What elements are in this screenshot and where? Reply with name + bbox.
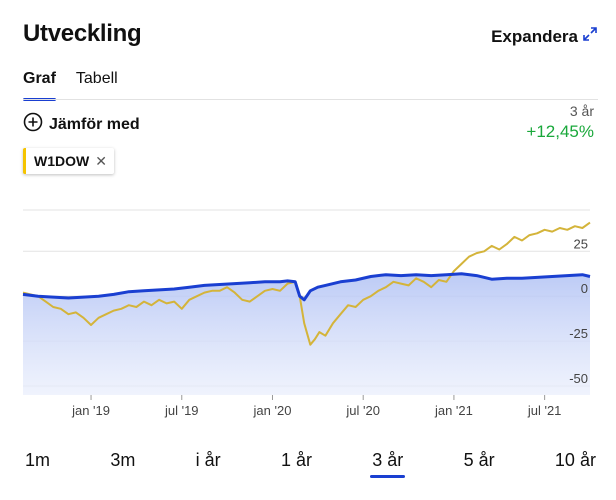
range-selector: 1m 3m i år 1 år 3 år 5 år 10 år <box>23 450 598 478</box>
expand-icon <box>582 26 598 47</box>
expand-button[interactable]: Expandera <box>491 26 598 47</box>
range-1m[interactable]: 1m <box>25 450 51 470</box>
tab-tabell[interactable]: Tabell <box>75 70 118 87</box>
expand-label: Expandera <box>491 26 578 46</box>
tab-graf[interactable]: Graf <box>23 70 56 101</box>
period-label: 3 år <box>569 103 594 119</box>
y-tick-label: -25 <box>569 326 588 341</box>
x-tick-label: jul '21 <box>527 403 562 418</box>
tabs-divider <box>23 99 598 100</box>
series-line-0 <box>22 272 591 302</box>
comparison-chip: W1DOW ✕ <box>23 148 114 174</box>
x-tick-label: jan '19 <box>71 403 110 418</box>
range-ytd[interactable]: i år <box>195 450 221 470</box>
close-icon[interactable]: ✕ <box>95 152 107 169</box>
x-tick-label: jul '20 <box>345 403 380 418</box>
x-tick-label: jan '21 <box>434 403 473 418</box>
compare-label: Jämför med <box>49 115 140 133</box>
range-5y[interactable]: 5 år <box>463 450 495 470</box>
y-tick-label: 0 <box>581 281 588 296</box>
range-3m[interactable]: 3m <box>110 450 136 470</box>
range-10y[interactable]: 10 år <box>554 450 596 470</box>
range-3y[interactable]: 3 år <box>370 450 406 478</box>
series-line-1 <box>22 221 591 346</box>
range-1y[interactable]: 1 år <box>280 450 312 470</box>
chip-label: W1DOW <box>34 153 90 169</box>
plus-circle-icon <box>23 112 43 137</box>
performance-chart[interactable]: 25 0 -25 -50 jan '19 jul '19 jan '20 jul '20 jan… <box>0 195 616 435</box>
view-tabs: Graf Tabell <box>23 70 118 101</box>
change-value: +12,45% <box>526 122 594 141</box>
y-tick-label: -50 <box>569 371 588 386</box>
page-title: Utveckling <box>23 20 142 47</box>
y-tick-label: 25 <box>574 236 588 251</box>
x-tick-label: jul '19 <box>164 403 199 418</box>
x-tick-label: jan '20 <box>253 403 292 418</box>
compare-button[interactable]: Jämför med <box>23 112 140 137</box>
